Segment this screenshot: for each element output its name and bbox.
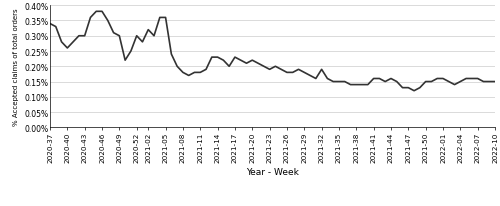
Y-axis label: % Accepted claims of total orders: % Accepted claims of total orders — [13, 8, 19, 125]
X-axis label: Year - Week: Year - Week — [246, 168, 299, 177]
